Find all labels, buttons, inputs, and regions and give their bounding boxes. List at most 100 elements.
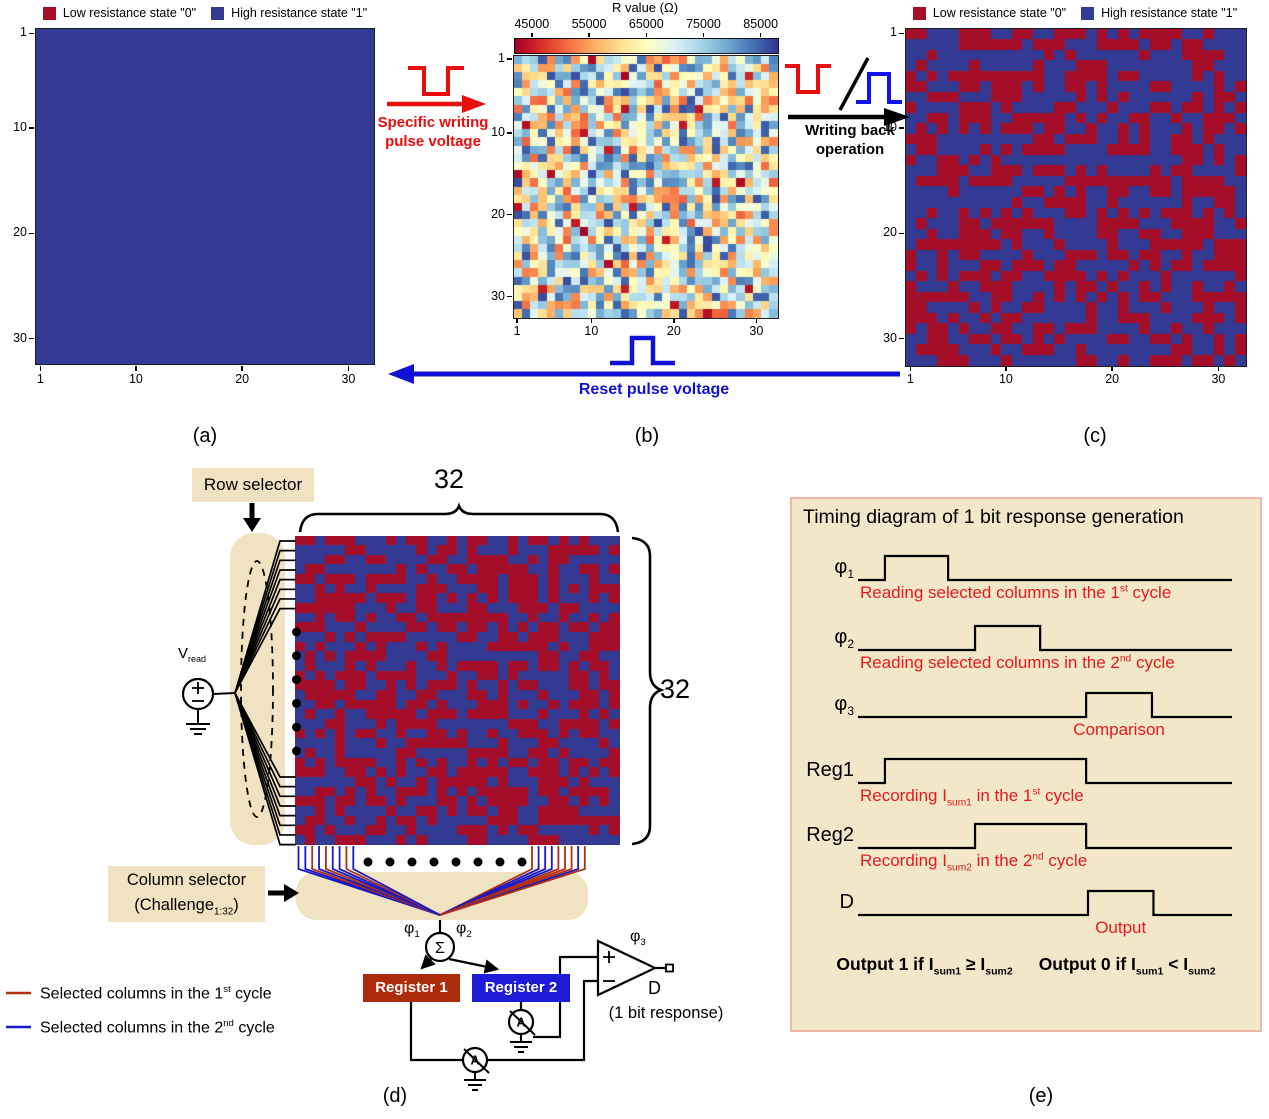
x-tick-label: 30 [749, 324, 764, 338]
ammeter-1-label: A [470, 1054, 479, 1068]
memristor-array-binary-state [905, 28, 1247, 367]
y-tick-label: 1 [498, 51, 505, 66]
x-tick-mark [1005, 366, 1007, 371]
y-tick-label: 20 [491, 206, 505, 221]
ground-symbol [464, 1072, 486, 1091]
y-tick-mark [507, 213, 512, 216]
column-line [439, 846, 586, 916]
y-tick-label: 30 [883, 330, 897, 345]
panel-label-e: (e) [1028, 1085, 1054, 1107]
ellipsis-dot [363, 857, 373, 867]
ellipsis-dot [407, 857, 417, 867]
writeback-caption-line2: operation [815, 140, 885, 158]
column-cycle-legend-lines [6, 991, 31, 1029]
row-line [234, 692, 296, 817]
row-line [234, 692, 296, 827]
ammeter-2 [507, 1008, 535, 1036]
legend-panel-a: Low resistance state "0" High resistance… [35, 6, 375, 20]
high-resistance-label: High resistance state "1" [1101, 6, 1238, 20]
output-terminal [665, 963, 674, 973]
column-selector-arrowhead [284, 884, 299, 902]
signal-annotation: Output [1095, 918, 1147, 937]
row-selector-body [230, 533, 285, 845]
output-rule-1: Output 1 if Isum1 ≥ Isum2 [836, 954, 1013, 978]
row-line [234, 692, 296, 807]
legend-panel-c: Low resistance state "0" High resistance… [905, 6, 1245, 20]
low-resistance-label: Low resistance state "0" [62, 6, 197, 20]
ellipsis-dot [517, 857, 527, 867]
one-bit-response-caption: (1 bit response) [608, 1004, 724, 1022]
ammeter-1 [461, 1046, 489, 1074]
low-resistance-swatch [42, 6, 56, 20]
slash-icon [838, 57, 870, 111]
colorbar-tick-mark [645, 33, 648, 37]
x-tick-label: 1 [36, 372, 44, 386]
high-resistance-swatch [211, 6, 225, 20]
x-tick-label: 30 [341, 372, 356, 386]
comparator-output-label: D [648, 978, 661, 998]
x-tick-mark [590, 318, 593, 323]
voltage-source [181, 677, 215, 711]
ellipsis-dot [385, 857, 395, 867]
y-tick-label: 30 [491, 288, 505, 303]
array-height-label: 32 [660, 674, 691, 704]
row-line [234, 588, 296, 694]
panel-label-a: (a) [192, 425, 218, 447]
y-tick-mark [29, 127, 34, 129]
signal-name: φ1 [834, 556, 854, 581]
y-tick-label: 20 [883, 225, 897, 240]
row-select-ellipse [240, 560, 274, 818]
x-tick-mark [1111, 366, 1113, 371]
row-line [234, 540, 296, 694]
y-tick-label: 10 [491, 124, 505, 139]
signal-name: D [839, 891, 854, 913]
signal-annotation: Reading selected columns in the 2nd cycl… [860, 653, 1175, 672]
signal-annotation: Reading selected columns in the 1st cycl… [860, 583, 1172, 602]
row-line [234, 607, 296, 694]
row-line [234, 692, 296, 846]
row-line [234, 692, 296, 788]
y-tick-mark [899, 232, 904, 235]
signal-name: Reg1 [806, 759, 854, 781]
low-resistance-swatch [912, 6, 926, 20]
column-line [331, 846, 441, 916]
y-tick-label: 10 [883, 120, 897, 135]
x-tick-label: 20 [1105, 372, 1120, 386]
vread-label: Vread [178, 645, 207, 664]
top-brace [298, 502, 620, 533]
x-tick-mark [347, 366, 350, 371]
column-line [439, 846, 566, 916]
column-line [439, 846, 580, 916]
signal-name: φ3 [834, 693, 854, 718]
timing-diagram-panel: Timing diagram of 1 bit response generat… [790, 497, 1262, 1032]
colorbar-tick-label: 85000 [743, 17, 779, 31]
signal-annotation: Comparison [1073, 720, 1165, 739]
signal-name: Reg2 [806, 824, 854, 846]
ground-symbol [186, 709, 210, 735]
column-cycle-legend-label: Selected columns in the 1st cycle [40, 984, 272, 1003]
comparator-plus-input [603, 951, 615, 963]
reset-pulse-caption: Reset pulse voltage [578, 381, 730, 398]
timing-output-rule: Output 1 if Isum1 ≥ Isum2 Output 0 if Is… [802, 954, 1250, 978]
column-line [345, 846, 441, 916]
negative-pulse-icon [785, 64, 831, 94]
negative-pulse-icon [408, 66, 464, 96]
summing-node [424, 931, 456, 963]
x-tick-mark [909, 366, 912, 371]
column-line [325, 846, 441, 916]
column-selector-body [296, 872, 588, 920]
ellipsis-dot [495, 857, 505, 867]
colorbar-tick-mark [759, 33, 762, 37]
colorbar-tick-mark [588, 33, 590, 37]
crossbar-array [295, 536, 620, 845]
y-tick-label: 20 [13, 225, 27, 240]
column-line [439, 846, 547, 916]
colorbar-title: R value (Ω) [611, 0, 679, 15]
row-line [234, 692, 296, 836]
column-line [352, 846, 441, 916]
register1-wire [409, 1002, 463, 1062]
y-tick-label: 30 [13, 330, 27, 345]
y-tick-mark [507, 295, 512, 298]
x-tick-mark [39, 366, 42, 371]
